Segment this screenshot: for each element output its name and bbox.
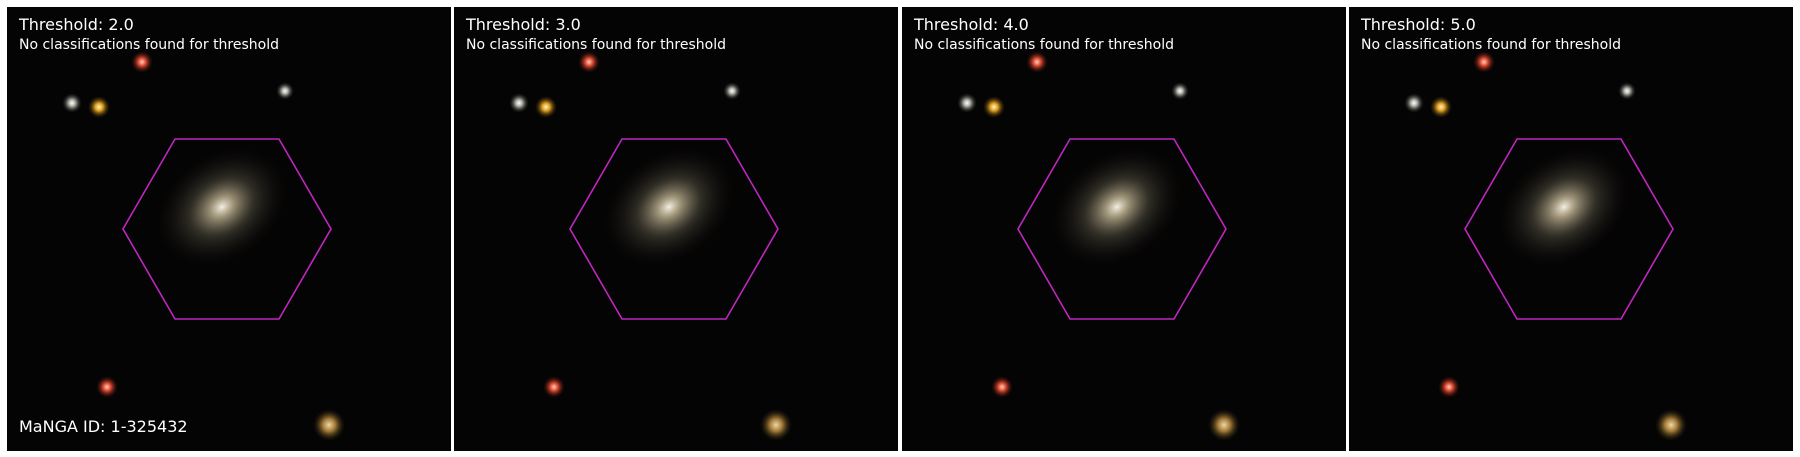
panel-subtitle: No classifications found for threshold — [19, 37, 279, 53]
star — [96, 376, 118, 398]
galaxy-image — [62, 51, 345, 441]
star — [991, 376, 1013, 398]
star — [1430, 96, 1452, 118]
star — [62, 93, 82, 113]
star — [88, 96, 110, 118]
manga-id-label: MaNGA ID: 1-325432 — [19, 417, 188, 436]
star — [509, 93, 529, 113]
star — [983, 96, 1005, 118]
hexagon-icon — [1017, 138, 1227, 320]
galaxy-image — [509, 51, 792, 441]
star — [957, 93, 977, 113]
star — [131, 51, 153, 73]
panel-title: Threshold: 2.0 — [19, 15, 134, 34]
galaxy-image — [1404, 51, 1687, 441]
galaxy — [157, 148, 287, 266]
star — [1026, 51, 1048, 73]
panel-subtitle: No classifications found for threshold — [466, 37, 726, 53]
image-panel-threshold-3: Threshold: 3.0 No classifications found … — [454, 7, 898, 451]
hexagon-icon — [569, 138, 779, 320]
galaxy-image — [957, 51, 1240, 441]
star — [1618, 82, 1636, 100]
star — [276, 82, 294, 100]
star — [535, 96, 557, 118]
star — [1438, 376, 1460, 398]
star — [723, 82, 741, 100]
star — [760, 409, 792, 441]
panel-title: Threshold: 4.0 — [914, 15, 1029, 34]
star — [543, 376, 565, 398]
star — [1208, 409, 1240, 441]
panel-title: Threshold: 5.0 — [1361, 15, 1476, 34]
galaxy — [1052, 148, 1182, 266]
star — [1171, 82, 1189, 100]
panel-subtitle: No classifications found for threshold — [1361, 37, 1621, 53]
star — [1473, 51, 1495, 73]
hexagon-icon — [122, 138, 332, 320]
hexagon-icon — [1464, 138, 1674, 320]
galaxy — [1499, 148, 1629, 266]
image-panel-threshold-4: Threshold: 4.0 No classifications found … — [902, 7, 1346, 451]
image-panel-threshold-2: Threshold: 2.0 No classifications found … — [7, 7, 451, 451]
star — [578, 51, 600, 73]
image-panel-threshold-5: Threshold: 5.0 No classifications found … — [1349, 7, 1793, 451]
star — [313, 409, 345, 441]
panel-title: Threshold: 3.0 — [466, 15, 581, 34]
panel-subtitle: No classifications found for threshold — [914, 37, 1174, 53]
galaxy — [604, 148, 734, 266]
star — [1655, 409, 1687, 441]
star — [1404, 93, 1424, 113]
